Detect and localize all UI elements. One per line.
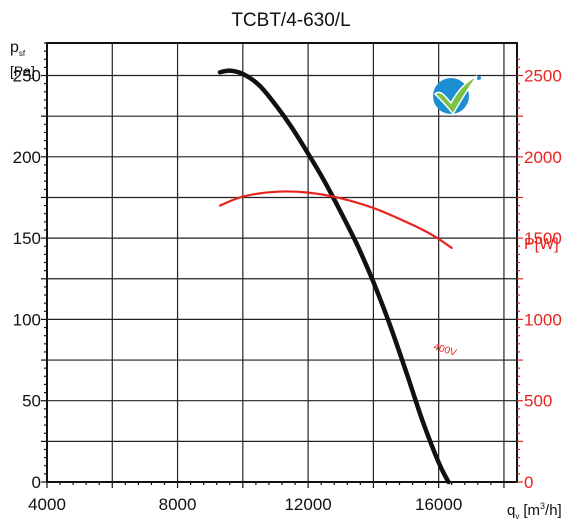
- power-curve: [218, 190, 453, 249]
- x-tick-label: 8000: [159, 495, 197, 514]
- x-tick-label: 16000: [415, 495, 462, 514]
- y-axis-title: psf: [10, 39, 26, 58]
- y2-tick-label: 1000: [524, 310, 562, 329]
- x-tick-label: 4000: [28, 495, 66, 514]
- y-axis-unit: [Pa]: [10, 63, 35, 79]
- y-tick-label: 50: [22, 392, 41, 411]
- y2-tick-label: 1500: [524, 229, 562, 248]
- y-axis-power: 0 500 1000 1500 2000 2500: [517, 58, 562, 492]
- pressure-curve: [217, 68, 451, 485]
- power-curve-label: 400V: [432, 341, 458, 359]
- y-axis-pressure: 0 50 100 150 200 250: [13, 42, 47, 492]
- y-tick-label: 0: [32, 473, 41, 492]
- grid: [46, 42, 518, 483]
- y2-tick-label: 0: [524, 473, 533, 492]
- y2-axis-title: P[W]: [524, 236, 559, 253]
- x-axis-title: qv [m3/h]: [507, 501, 562, 520]
- y2-tick-label: 2000: [524, 148, 562, 167]
- y-tick-label: 250: [13, 67, 41, 86]
- checkmark-seal-icon: [433, 75, 481, 116]
- chart-title: TCBT/4-630/L: [231, 10, 350, 31]
- y-tick-label: 150: [13, 229, 41, 248]
- x-axis: 4000 8000 12000 16000: [28, 482, 505, 514]
- y-tick-label: 100: [13, 310, 41, 329]
- x-tick-label: 12000: [284, 495, 331, 514]
- y2-tick-label: 500: [524, 392, 552, 411]
- y2-tick-label: 2500: [524, 67, 562, 86]
- y-tick-label: 200: [13, 148, 41, 167]
